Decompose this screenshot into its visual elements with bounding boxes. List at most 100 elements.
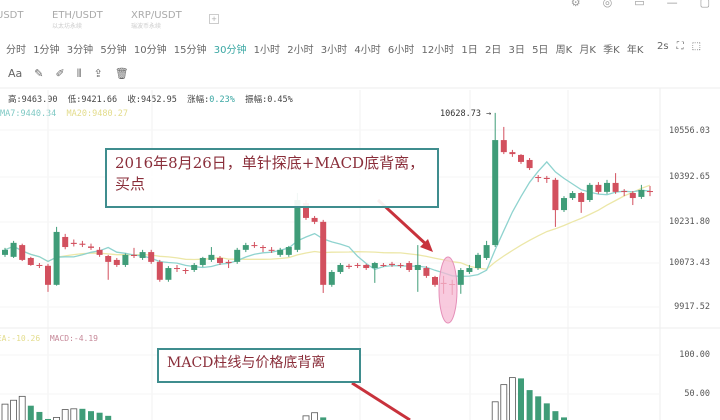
fullscreen-icon[interactable]: ⛶ <box>676 41 684 52</box>
candle-down <box>268 249 275 251</box>
candle-up <box>122 254 129 265</box>
timeframe-16[interactable]: 5日 <box>532 45 549 56</box>
candle-up <box>242 245 249 250</box>
macd-info: DEA:-10.26 MACD:-4.19 <box>0 334 98 343</box>
high-value: 高:9463.90 <box>8 95 58 105</box>
timeframe-20[interactable]: 年K <box>626 45 644 56</box>
change-label: 涨幅: <box>187 95 210 105</box>
candle-down <box>354 264 361 266</box>
candle-down <box>535 177 542 179</box>
timeframe-1[interactable]: 1分钟 <box>33 45 60 56</box>
candle-down <box>27 257 34 265</box>
annotation-divergence: MACD柱线与价格底背离 <box>157 348 361 383</box>
change-value: 0.23% <box>209 95 235 105</box>
candles <box>2 112 653 295</box>
candle-down <box>509 152 516 155</box>
candle-down <box>621 191 628 193</box>
timeframe-5[interactable]: 15分钟 <box>173 45 207 56</box>
macd-bar <box>320 417 327 420</box>
timeframe-11[interactable]: 6小时 <box>387 45 415 56</box>
timeframe-17[interactable]: 周K <box>555 45 573 56</box>
timeframe-3[interactable]: 5分钟 <box>100 45 127 56</box>
candle-down <box>389 263 395 265</box>
candle-down <box>62 236 69 248</box>
candle-down <box>96 249 103 255</box>
candle-down <box>251 245 258 247</box>
candle-up <box>285 247 292 255</box>
timeframe-18[interactable]: 月K <box>579 45 596 56</box>
timeframe-15[interactable]: 3日 <box>508 45 525 56</box>
candle-down <box>36 264 43 266</box>
annotation-buy-point: 2016年8月26日，单针探底+MACD底背离， 买点 <box>105 148 439 208</box>
text-tool[interactable]: Aa <box>8 67 23 80</box>
trash-icon[interactable]: 🗑 <box>114 67 129 80</box>
macd-bar <box>526 390 533 420</box>
maximize-icon[interactable]: ▢ <box>699 0 710 9</box>
timeframe-0[interactable]: 分时 <box>6 45 26 56</box>
minimize-icon[interactable]: — <box>666 0 678 9</box>
timeframe-bar: 分时 1分钟 3分钟 5分钟 10分钟 15分钟 30分钟 1小时 2小时 3小时 4小时 6小时 12… <box>6 41 651 56</box>
timeframe-4[interactable]: 10分钟 <box>133 45 167 56</box>
share-icon[interactable]: ⇪ <box>93 67 103 80</box>
brush-icon[interactable]: ✐ <box>55 67 65 80</box>
candle-up <box>569 193 576 199</box>
refresh-interval[interactable]: 2s <box>657 41 669 52</box>
timeframe-2[interactable]: 3分钟 <box>66 45 94 56</box>
candle-down <box>552 179 559 211</box>
macd-bar <box>96 412 103 420</box>
layout-icon[interactable]: ▭ <box>634 0 645 9</box>
candle-down <box>225 261 232 263</box>
low-value: 低:9421.66 <box>67 95 118 105</box>
macd-bar <box>500 384 508 420</box>
highlight-ellipse <box>438 256 458 324</box>
candle-down <box>217 257 223 263</box>
candle-up <box>139 252 146 258</box>
macd-bar <box>45 418 51 420</box>
timeframe-14[interactable]: 2日 <box>484 45 502 56</box>
tab-xrp-usdt[interactable]: XRP/USDT 瑞波币永续 <box>131 10 182 30</box>
settings-icon[interactable]: ⚙ <box>570 0 581 9</box>
price-tick: 10556.03 <box>669 126 710 136</box>
macd-tick: 50.00 <box>684 389 710 399</box>
candle-down <box>105 256 112 262</box>
candle-down <box>311 217 318 222</box>
timeframe-6[interactable]: 30分钟 <box>213 45 247 56</box>
timeframe-9[interactable]: 3小时 <box>320 45 348 56</box>
measure-icon[interactable]: ⦀ <box>76 67 82 80</box>
search-icon[interactable]: ◎ <box>602 0 613 9</box>
candle-down <box>543 177 550 179</box>
price-tick: 10392.65 <box>669 172 710 182</box>
macd-bar <box>53 416 60 420</box>
candle-down <box>182 270 189 271</box>
timeframe-10[interactable]: 4小时 <box>354 45 381 56</box>
macd-bar <box>105 415 112 420</box>
annotation-arrow-2 <box>351 381 411 420</box>
tab-btc-usdt[interactable]: USDT <box>0 10 24 21</box>
candle-down <box>156 261 163 280</box>
macd-bar <box>88 411 94 420</box>
candle-down <box>397 264 404 266</box>
pencil-icon[interactable]: ✎ <box>34 67 44 80</box>
macd-bar <box>508 377 516 420</box>
candle-down <box>70 242 77 244</box>
timeframe-12[interactable]: 12小时 <box>421 45 455 56</box>
macd-bar <box>70 408 78 420</box>
candle-up <box>483 245 490 258</box>
candle-up <box>371 263 378 269</box>
candle-down <box>518 154 524 162</box>
expand-icon[interactable]: ⬚ <box>691 41 702 52</box>
candle-down <box>432 277 438 285</box>
tab-eth-usdt[interactable]: ETH/USDT 以太坊永续 <box>52 10 103 30</box>
annotation-text: 2016年8月26日，单针探底+MACD底背离， <box>115 154 425 172</box>
ma20-line <box>4 184 651 270</box>
timeframe-19[interactable]: 季K <box>603 45 620 56</box>
timeframe-7[interactable]: 1小时 <box>253 45 281 56</box>
candle-up <box>492 140 499 246</box>
timeframe-13[interactable]: 1日 <box>461 45 478 56</box>
candle-up <box>294 200 301 250</box>
dea-value: DEA:-10.26 <box>0 334 41 343</box>
timeframe-8[interactable]: 2小时 <box>287 45 314 56</box>
drawing-toolbar: Aa ✎ ✐ ⦀ ⇪ 🗑 <box>8 67 129 81</box>
add-tab-icon[interactable]: + <box>209 14 219 24</box>
